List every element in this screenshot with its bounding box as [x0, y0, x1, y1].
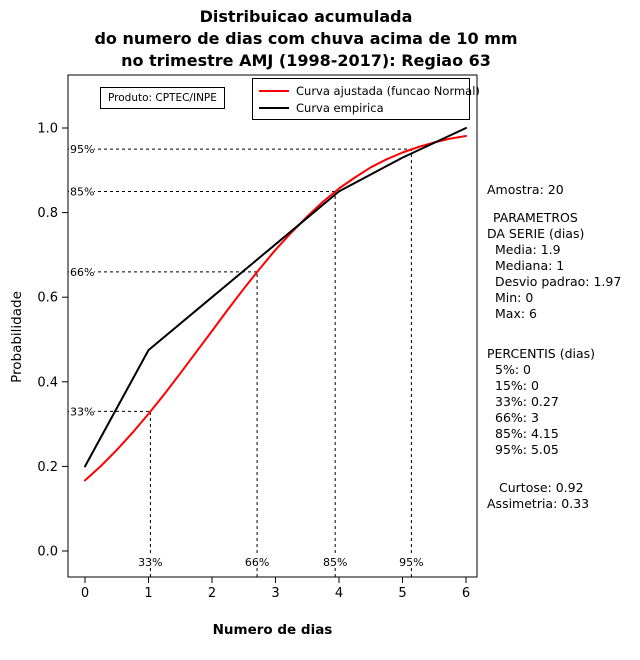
stat-percentis-title: PERCENTIS (dias) [487, 346, 596, 361]
svg-text:2: 2 [208, 586, 216, 601]
chart-title: Distribuicao acumulada do numero de dias… [0, 6, 612, 72]
svg-text:1.0: 1.0 [37, 122, 58, 137]
svg-text:95%: 95% [70, 143, 94, 156]
legend: Curva ajustada (funcao Normal) Curva emp… [252, 78, 480, 120]
stat-p95: 95%: 5.05 [495, 442, 559, 457]
legend-label-fitted: Curva ajustada (funcao Normal) [296, 83, 480, 98]
svg-text:3: 3 [271, 586, 279, 601]
svg-text:0.6: 0.6 [37, 291, 58, 306]
svg-text:5: 5 [398, 586, 406, 601]
stat-p66: 66%: 3 [495, 410, 539, 425]
stat-p15: 15%: 0 [495, 378, 539, 393]
x-axis-label: Numero de dias [212, 622, 333, 638]
legend-label-empirical: Curva empirica [296, 100, 384, 115]
stat-amostra: Amostra: 20 [487, 182, 564, 197]
y-axis-label: Probabilidade [9, 291, 25, 383]
stat-min: Min: 0 [495, 290, 534, 305]
stat-p5: 5%: 0 [495, 362, 531, 377]
stat-parametros-title: PARAMETROS [493, 210, 578, 225]
stat-assimetria: Assimetria: 0.33 [487, 496, 590, 511]
svg-text:0.4: 0.4 [37, 375, 58, 390]
svg-text:66%: 66% [70, 266, 94, 279]
svg-text:4: 4 [335, 586, 343, 601]
stat-parametros-subtitle: DA SERIE (dias) [487, 226, 585, 241]
svg-text:85%: 85% [323, 556, 347, 569]
stat-p33: 33%: 0.27 [495, 394, 559, 409]
chart-title-line1: Distribuicao acumulada [199, 7, 413, 26]
stats-panel: Amostra: 20 PARAMETROS DA SERIE (dias) M… [487, 182, 621, 512]
product-box: Produto: CPTEC/INPE [100, 87, 225, 109]
stat-mediana: Mediana: 1 [495, 258, 565, 273]
svg-text:0: 0 [81, 586, 89, 601]
chart-title-line3: no trimestre AMJ (1998-2017): Regiao 63 [121, 51, 491, 70]
svg-text:66%: 66% [245, 556, 269, 569]
svg-text:6: 6 [462, 586, 470, 601]
stat-max: Max: 6 [495, 306, 537, 321]
svg-text:0.0: 0.0 [37, 545, 58, 560]
svg-text:0.2: 0.2 [37, 460, 58, 475]
svg-text:0.8: 0.8 [37, 206, 58, 221]
legend-entry-empirical: Curva empirica [259, 99, 463, 116]
svg-text:95%: 95% [399, 556, 423, 569]
stat-desvio-padrao: Desvio padrao: 1.97 [495, 274, 622, 289]
stat-curtose: Curtose: 0.92 [499, 480, 584, 495]
svg-text:1: 1 [144, 586, 152, 601]
svg-text:33%: 33% [70, 405, 94, 418]
legend-line-sample-red [259, 89, 289, 92]
legend-line-sample-black [259, 106, 289, 109]
svg-text:33%: 33% [138, 556, 162, 569]
svg-text:85%: 85% [70, 185, 94, 198]
stat-media: Media: 1.9 [495, 242, 561, 257]
legend-entry-fitted: Curva ajustada (funcao Normal) [259, 82, 480, 99]
chart-title-line2: do numero de dias com chuva acima de 10 … [94, 29, 518, 48]
stat-p85: 85%: 4.15 [495, 426, 559, 441]
product-label: Produto: CPTEC/INPE [108, 92, 217, 104]
